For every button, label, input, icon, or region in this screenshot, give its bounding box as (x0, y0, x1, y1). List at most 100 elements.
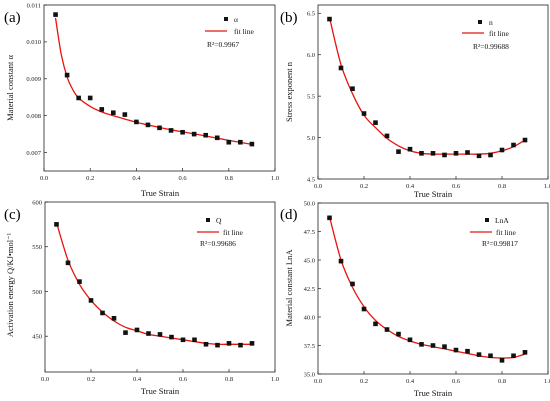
legend-marker-label: α (234, 15, 238, 24)
x-tick-label: 0.8 (498, 378, 506, 385)
data-point (384, 133, 390, 139)
y-tick-label: 0.009 (26, 76, 41, 83)
plot-area: 0.0 0.2 0.4 0.6 0.8 1.0 4.5 5.0 5.5 6.0 6.5 (307, 4, 550, 190)
data-point (350, 86, 355, 91)
data-point (169, 334, 174, 340)
y-tick-label: 5.5 (307, 93, 315, 100)
x-tick-label: 0.6 (179, 376, 188, 383)
legend: LnA fit line R²=0.99817 (470, 216, 518, 248)
data-point (215, 342, 220, 348)
data-point (249, 141, 255, 147)
data-point (180, 129, 185, 135)
data-point (77, 279, 82, 284)
data-point (384, 327, 390, 332)
x-tick-label: 0.0 (314, 378, 322, 385)
x-tick-label: 0.4 (406, 378, 415, 385)
data-point (361, 306, 367, 312)
plot-frame (44, 201, 276, 373)
legend-marker-label: n (489, 18, 493, 27)
x-tick-label: 0.8 (225, 175, 233, 182)
x-tick-label: 1.0 (544, 183, 550, 190)
legend-marker-label: Q (216, 216, 222, 225)
data-point (100, 310, 105, 316)
y-tick-label: 50.0 (304, 200, 315, 207)
legend-marker (224, 17, 228, 21)
panel-label: (b) (280, 10, 298, 26)
data-point (134, 119, 139, 125)
panel-a: (a) 0.0 0.2 0.4 0.6 0.8 1.00.0070.0080.0090.0… (4, 2, 279, 198)
x-axis-label: True Strain (141, 188, 180, 198)
legend-line-label: fit line (496, 228, 516, 237)
plot-area: 0.0 0.2 0.4 0.6 0.8 1.0 0.007 0.008 0.009 0.010 0.… (26, 2, 279, 182)
data-point (465, 348, 470, 354)
data-point (419, 342, 424, 347)
y-tick-label: 4.5 (307, 176, 315, 183)
panel-label: (c) (4, 207, 21, 223)
plot-frame (317, 4, 549, 180)
data-point (238, 342, 243, 348)
data-point (87, 95, 93, 101)
x-axis-label: True Strain (414, 388, 453, 398)
legend-line-label: fit line (234, 27, 254, 36)
legend: Q fit line R²=0.99686 (197, 216, 243, 248)
data-point (511, 142, 516, 148)
fit-line-series (54, 17, 253, 146)
data-point (249, 341, 255, 346)
data-point (430, 343, 436, 348)
data-point (64, 72, 70, 78)
panel-d: (d) 0.0 0.2 0.4 0.6 0.8 1.0 35.0 37.5 40.0 42.5 45… (280, 200, 550, 398)
x-tick-label: 1.0 (271, 175, 279, 182)
data-point (465, 150, 470, 155)
data-point (203, 341, 209, 347)
x-axis-label: True Strain (414, 189, 453, 199)
data-point (53, 12, 58, 17)
x-axis-label: True Strain (141, 386, 180, 396)
x-tick-label: 0.8 (498, 183, 506, 190)
data-point (453, 151, 459, 156)
x-tick-label: 0.0 (41, 376, 49, 383)
legend-marker (206, 218, 210, 222)
fit-line-series (328, 216, 526, 359)
data-point (146, 331, 151, 336)
y-tick-label: 37.5 (304, 343, 315, 350)
data-point (396, 149, 401, 154)
data-point (361, 111, 367, 116)
y-tick-label: 6.5 (307, 11, 315, 18)
y-tick-label: 40.0 (304, 314, 315, 321)
x-tick-label: 0.6 (452, 183, 461, 190)
y-axis-label: Activation energy Q/KJ•mol⁻¹ (5, 232, 15, 337)
data-point (76, 95, 81, 101)
x-tick-label: 0.2 (360, 378, 368, 385)
data-point (123, 330, 128, 335)
y-tick-label: 500 (32, 289, 42, 296)
r-squared: R²=0.99686 (200, 239, 236, 248)
legend-line-label: fit line (489, 29, 509, 38)
legend-marker-label: LnA (495, 216, 509, 225)
data-point (499, 358, 505, 363)
x-tick-label: 0.6 (179, 175, 188, 182)
x-tick-label: 0.4 (406, 183, 415, 190)
data-point (203, 132, 208, 138)
plot-area: 0.0 0.2 0.4 0.6 0.8 1.0 450 500 550 600 (32, 199, 279, 383)
data-point (122, 112, 128, 117)
data-point (522, 137, 528, 143)
x-tick-label: 0.0 (40, 175, 48, 182)
data-point (476, 153, 482, 159)
legend: α fit line R²=0.9967 (205, 15, 254, 49)
data-point (442, 152, 447, 158)
data-point (488, 353, 493, 359)
data-point (54, 222, 59, 227)
data-point (145, 122, 151, 128)
y-tick-label: 47.5 (304, 229, 315, 236)
y-tick-label: 42.5 (304, 286, 315, 293)
plot-area: 0.0 0.2 0.4 0.6 0.8 1.0 35.0 37.5 40.0 42.5 45.0 47… (304, 200, 550, 385)
x-tick-label: 1.0 (271, 376, 279, 383)
y-tick-label: 6.0 (307, 52, 315, 59)
data-point (338, 65, 344, 71)
data-point (373, 321, 378, 327)
x-tick-label: 0.6 (452, 378, 461, 385)
y-tick-label: 0.007 (26, 150, 41, 157)
x-tick-label: 0.2 (86, 175, 94, 182)
data-point (327, 16, 332, 22)
y-tick-label: 0.010 (26, 39, 41, 46)
